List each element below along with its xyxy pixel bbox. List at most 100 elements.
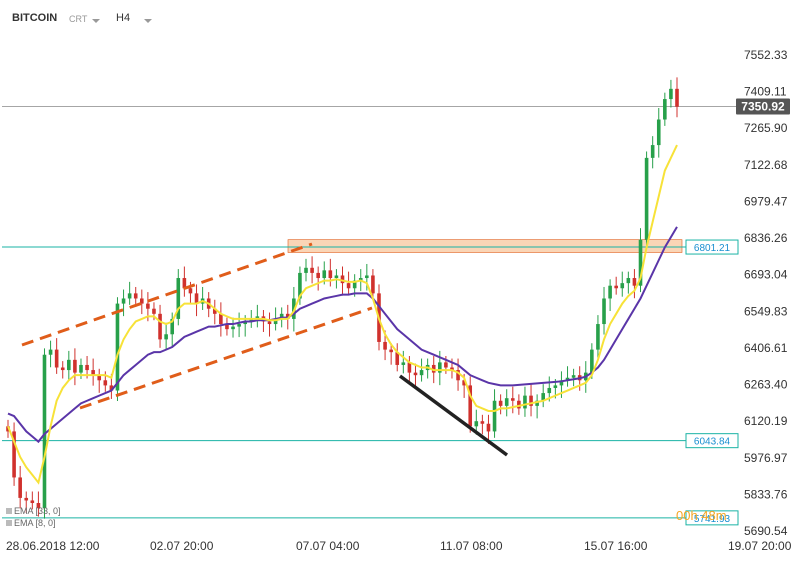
candle-body bbox=[413, 372, 418, 376]
down-trendline bbox=[398, 374, 509, 457]
x-tick-label: 28.06.2018 12:00 bbox=[6, 539, 100, 553]
candle-body bbox=[48, 349, 53, 355]
candle-body bbox=[36, 503, 41, 509]
candle-body bbox=[438, 362, 442, 373]
candle-body bbox=[30, 500, 35, 504]
symbol-selector[interactable]: BITCOIN bbox=[12, 12, 58, 24]
candle-body bbox=[450, 367, 454, 371]
candle-body bbox=[474, 421, 479, 427]
y-tick-label: 6406.61 bbox=[744, 341, 788, 355]
candle-body bbox=[237, 324, 241, 327]
candle-body bbox=[517, 400, 521, 409]
timeframe-selector[interactable]: H4 bbox=[116, 12, 131, 24]
candle-body bbox=[365, 275, 369, 279]
candle-body bbox=[602, 298, 606, 325]
y-tick-label: 7552.33 bbox=[744, 48, 788, 62]
resistance-zone bbox=[287, 239, 683, 253]
candle-body bbox=[304, 267, 308, 273]
candle-body bbox=[541, 393, 545, 401]
y-tick-label: 7265.90 bbox=[744, 121, 788, 135]
chevron-down-icon[interactable] bbox=[92, 19, 100, 23]
ema-33-line bbox=[7, 226, 678, 444]
candle-body bbox=[164, 334, 168, 340]
level-label: 5741.93 bbox=[694, 514, 731, 525]
candle-body bbox=[12, 431, 16, 478]
candle-body bbox=[675, 88, 679, 107]
candle-body bbox=[194, 293, 199, 304]
candle-body bbox=[267, 321, 272, 325]
candle-body bbox=[273, 318, 278, 325]
chevron-down-icon[interactable] bbox=[144, 19, 152, 23]
legend-item-ema-33[interactable]: EMA [33, 0] bbox=[6, 506, 61, 516]
candle-body bbox=[249, 318, 254, 322]
candle-body bbox=[498, 400, 503, 406]
y-tick-label: 6263.40 bbox=[744, 378, 788, 392]
candle-body bbox=[608, 285, 612, 299]
candle-body bbox=[371, 275, 375, 294]
candle-body bbox=[316, 272, 320, 279]
candle-body bbox=[407, 362, 412, 373]
y-tick-label: 5976.97 bbox=[744, 451, 788, 465]
level-label: 6043.84 bbox=[694, 437, 731, 448]
candle-body bbox=[650, 145, 655, 158]
candle-body bbox=[79, 364, 83, 373]
candle-body bbox=[571, 375, 576, 378]
candle-body bbox=[24, 497, 29, 501]
candle-body bbox=[170, 318, 175, 335]
current-price-tag bbox=[736, 98, 790, 115]
candle-body bbox=[54, 349, 59, 368]
candle-body bbox=[109, 385, 114, 391]
candle-body bbox=[140, 298, 144, 304]
candle-body bbox=[401, 362, 406, 365]
candle-body bbox=[358, 278, 363, 281]
candle-body bbox=[225, 324, 229, 330]
y-tick-label: 7409.11 bbox=[744, 85, 787, 99]
candle-body bbox=[644, 157, 649, 240]
candle-body bbox=[42, 354, 47, 509]
candle-body bbox=[340, 275, 345, 284]
candle-body bbox=[279, 313, 284, 319]
toolbar: BITCOIN CRT H4 bbox=[0, 0, 804, 34]
candle-body bbox=[456, 370, 460, 381]
y-tick-label: 5690.54 bbox=[744, 524, 788, 538]
candle-body bbox=[486, 423, 491, 432]
candle-body bbox=[243, 321, 247, 325]
level-label: 6801.21 bbox=[694, 243, 731, 254]
candle-body bbox=[492, 400, 497, 432]
candle-body bbox=[565, 377, 570, 381]
candle-body bbox=[176, 278, 181, 319]
eye-icon[interactable] bbox=[6, 508, 12, 514]
candle-body bbox=[60, 367, 65, 371]
candle-body bbox=[523, 395, 527, 409]
candle-body bbox=[182, 278, 187, 289]
candle-body bbox=[535, 400, 539, 406]
candle-body bbox=[389, 349, 393, 353]
y-tick-label: 6979.47 bbox=[744, 194, 788, 208]
candle-body bbox=[656, 119, 661, 146]
ema-8-line bbox=[7, 144, 678, 485]
candle-body bbox=[334, 275, 339, 279]
candle-body bbox=[103, 380, 108, 386]
candle-body bbox=[419, 370, 424, 376]
candle-body bbox=[614, 285, 618, 289]
candle-body bbox=[352, 280, 357, 289]
candle-body bbox=[255, 316, 260, 319]
eye-icon[interactable] bbox=[6, 520, 12, 526]
candle-body bbox=[91, 370, 95, 376]
y-tick-label: 7122.68 bbox=[744, 158, 788, 172]
candle-body bbox=[504, 398, 509, 406]
candle-body bbox=[431, 364, 436, 373]
y-tick-label: 6549.83 bbox=[744, 304, 788, 318]
candle-body bbox=[669, 88, 673, 100]
candle-body bbox=[212, 308, 217, 314]
legend-item-ema-8[interactable]: EMA [8, 0] bbox=[6, 518, 56, 528]
candle-body bbox=[626, 278, 631, 284]
candle-body bbox=[480, 421, 485, 424]
candle-body bbox=[310, 267, 314, 273]
candle-body bbox=[328, 270, 333, 279]
candle-body bbox=[395, 352, 400, 365]
candle-body bbox=[553, 385, 558, 388]
candle-body bbox=[468, 385, 473, 427]
candle-body bbox=[146, 303, 150, 309]
